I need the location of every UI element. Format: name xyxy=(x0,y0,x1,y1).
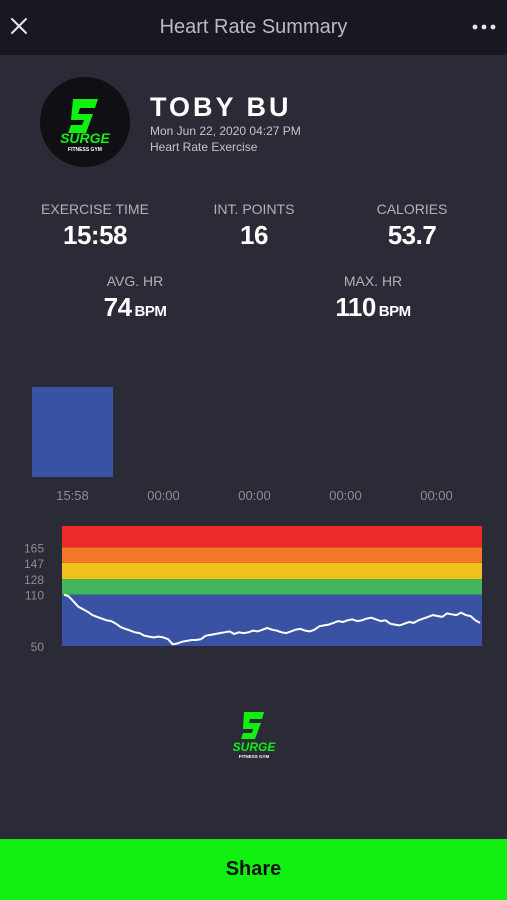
stat-value: 15:58 xyxy=(63,220,128,250)
stat-unit: BPM xyxy=(134,303,167,320)
bar-tick-label: 00:00 xyxy=(420,488,453,503)
share-button[interactable]: Share xyxy=(0,839,507,900)
stat-calories: CALORIES 53.7 xyxy=(347,201,477,251)
stat-label: EXERCISE TIME xyxy=(41,201,149,217)
session-type: Heart Rate Exercise xyxy=(150,140,258,154)
hr-y-tick-label: 165 xyxy=(24,541,44,555)
stat-label: CALORIES xyxy=(376,201,448,217)
hr-chart-plot: 50 110 128 147 165 xyxy=(24,526,482,654)
user-name: TOBY BU xyxy=(150,92,292,122)
stat-label: AVG. HR xyxy=(106,273,164,289)
interval-bar xyxy=(32,387,113,477)
page-title: Heart Rate Summary xyxy=(159,16,348,38)
hr-y-tick-label: 50 xyxy=(31,640,45,654)
stat-int-points: INT. POINTS 16 xyxy=(189,201,319,251)
bar-tick-label: 00:00 xyxy=(329,488,362,503)
more-options-icon[interactable] xyxy=(471,17,497,37)
stat-value: 74 BPM xyxy=(70,292,200,323)
surge-logo-icon: SURGE FITNESS GYM xyxy=(60,99,111,153)
close-icon[interactable] xyxy=(8,15,30,37)
bar-tick-label: 00:00 xyxy=(238,488,271,503)
stat-value: 53.7 xyxy=(387,220,437,250)
stat-label: INT. POINTS xyxy=(213,201,295,217)
hr-zone-band xyxy=(62,579,482,595)
session-date: Mon Jun 22, 2020 04:27 PM xyxy=(150,124,301,138)
gym-logo: SURGE FITNESS GYM xyxy=(40,77,130,167)
stat-exercise-time: EXERCISE TIME 15:58 xyxy=(30,201,160,251)
stat-avg-hr: AVG. HR 74 BPM xyxy=(70,273,200,323)
hr-zone-band xyxy=(62,547,482,563)
svg-text:FITNESS GYM: FITNESS GYM xyxy=(68,147,102,153)
svg-text:SURGE: SURGE xyxy=(233,740,277,754)
surge-logo-small-icon: SURGE FITNESS GYM xyxy=(233,712,277,759)
hr-y-tick-label: 147 xyxy=(24,557,44,571)
bar-tick-label: 15:58 xyxy=(56,488,89,503)
stat-unit: BPM xyxy=(378,303,411,320)
bar-chart-plot xyxy=(32,387,113,477)
heart-rate-line xyxy=(63,593,481,646)
hr-zone-band xyxy=(62,562,482,580)
stat-value: 16 xyxy=(240,220,268,250)
top-bar: Heart Rate Summary xyxy=(0,0,507,55)
stat-number: 110 xyxy=(335,292,376,322)
stat-number: 74 xyxy=(103,292,132,322)
hr-zone-band xyxy=(62,526,482,548)
stat-max-hr: MAX. HR 110 BPM xyxy=(308,273,438,323)
hr-y-tick-label: 110 xyxy=(25,589,44,603)
svg-text:SURGE: SURGE xyxy=(60,130,110,146)
heart-rate-zone-chart: 50 110 128 147 165 xyxy=(0,520,507,660)
stat-value: 110 BPM xyxy=(308,292,438,323)
interval-bar-chart: 15:58 00:00 00:00 00:00 00:00 xyxy=(0,370,507,510)
bar-tick-label: 00:00 xyxy=(147,488,180,503)
stat-label: MAX. HR xyxy=(343,273,403,289)
svg-text:FITNESS GYM: FITNESS GYM xyxy=(239,754,270,759)
hr-y-tick-label: 128 xyxy=(24,573,44,587)
hr-zone-band xyxy=(62,594,482,646)
